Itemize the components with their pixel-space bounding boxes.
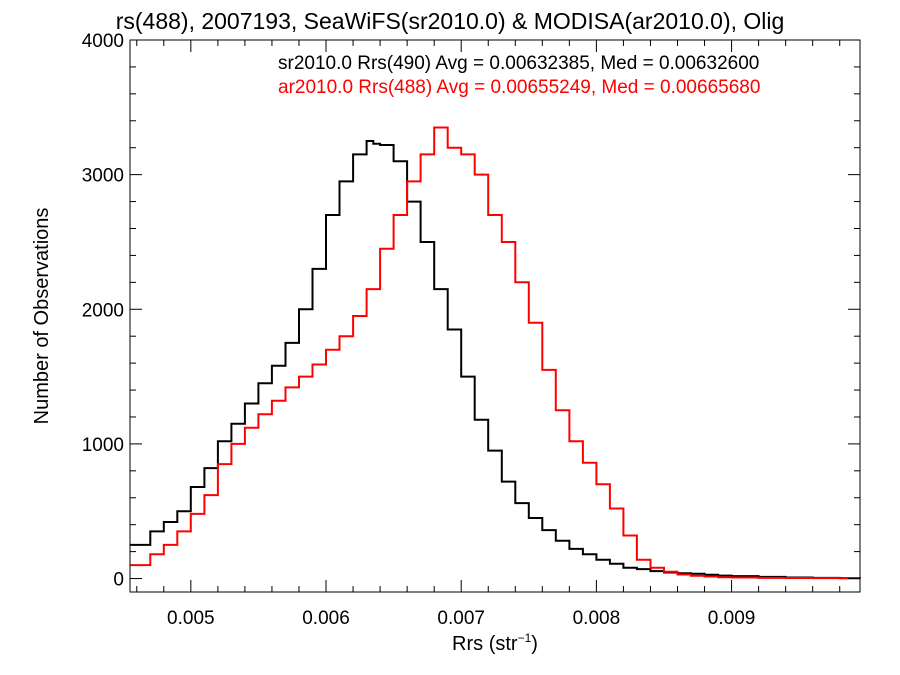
x-axis-label-close: ) bbox=[531, 633, 538, 655]
x-tick-label: 0.009 bbox=[708, 608, 756, 629]
series-layer bbox=[130, 126, 861, 580]
x-tick-label: 0.006 bbox=[302, 608, 350, 629]
series-line-ar2010 bbox=[130, 126, 861, 580]
legend-entry-sr2010: sr2010.0 Rrs(490) Avg = 0.00632385, Med … bbox=[278, 53, 759, 74]
y-tick-label: 2000 bbox=[82, 300, 124, 321]
y-tick-label: 0 bbox=[113, 570, 124, 591]
series-line-sr2010 bbox=[130, 140, 861, 580]
x-axis-label-superscript: −1 bbox=[518, 631, 532, 645]
legend-entry-ar2010: ar2010.0 Rrs(488) Avg = 0.00655249, Med … bbox=[278, 77, 760, 98]
chart-title: rs(488), 2007193, SeaWiFS(sr2010.0) & MO… bbox=[116, 8, 785, 34]
x-tick-label: 0.008 bbox=[573, 608, 621, 629]
y-tick-label: 1000 bbox=[82, 435, 124, 456]
y-axis-label: Number of Observations bbox=[31, 208, 53, 425]
y-tick-label: 3000 bbox=[82, 166, 124, 187]
legend: sr2010.0 Rrs(490) Avg = 0.00632385, Med … bbox=[278, 53, 760, 98]
y-tick-label: 4000 bbox=[82, 31, 124, 52]
tick-layer: 0.005 0.006 0.007 0.008 0.009 0 1000 2000 3000 40… bbox=[82, 31, 860, 629]
x-tick-label: 0.007 bbox=[437, 608, 485, 629]
plot-frame bbox=[129, 39, 861, 593]
x-axis-label: Rrs (str−1) bbox=[452, 631, 538, 655]
x-tick-label: 0.005 bbox=[167, 608, 215, 629]
x-axis-label-main: Rrs (str bbox=[452, 633, 518, 655]
